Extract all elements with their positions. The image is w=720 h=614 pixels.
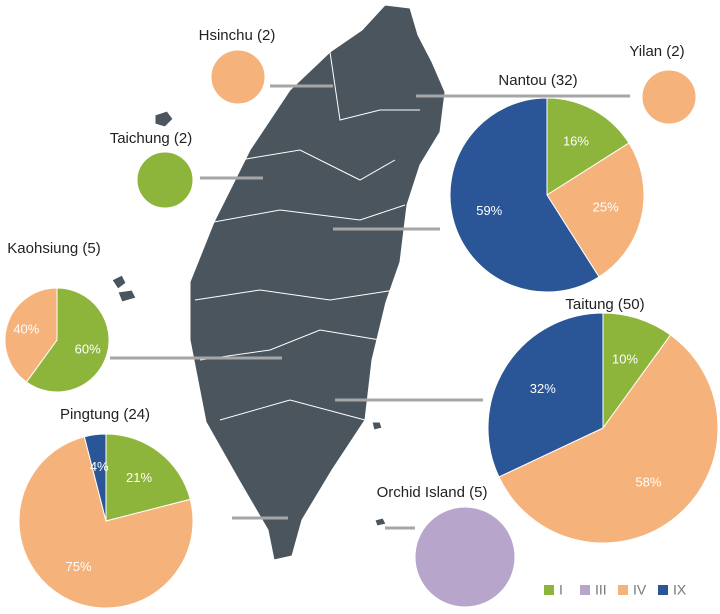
- value-label: 60%: [75, 341, 101, 356]
- pie-slice: [498, 334, 719, 544]
- pie-slice: [546, 142, 645, 278]
- value-label: 58%: [635, 474, 661, 489]
- legend-swatch: [544, 585, 554, 595]
- legend-label: I: [559, 582, 563, 598]
- legend-label: IX: [673, 582, 687, 598]
- pie-slice: [487, 312, 604, 478]
- pie-title: Pingtung (24): [60, 406, 150, 423]
- pie-slice: [4, 287, 58, 383]
- value-label: 32%: [530, 381, 556, 396]
- pie-title: Hsinchu (2): [199, 27, 276, 44]
- legend-swatch: [618, 585, 628, 595]
- pie-slice: [83, 433, 107, 522]
- legend-swatch: [580, 585, 590, 595]
- pie-title: Nantou (32): [498, 72, 577, 89]
- taiwan-map: [111, 4, 446, 561]
- pie-title: Orchid Island (5): [377, 484, 488, 501]
- pie-slice: [25, 287, 110, 393]
- pie-slice: [105, 433, 191, 522]
- legend-label: III: [595, 582, 607, 598]
- pie-slice: [546, 97, 630, 196]
- pie-title: Yilan (2): [629, 43, 684, 60]
- value-label: 10%: [612, 352, 638, 367]
- value-label: 21%: [126, 470, 152, 485]
- pie-slice: [449, 97, 600, 293]
- pie-slice: [641, 69, 697, 125]
- pie-slice: [414, 506, 516, 608]
- legend-swatch: [658, 585, 668, 595]
- value-label: 16%: [563, 134, 589, 149]
- value-label: 4%: [90, 459, 109, 474]
- pie-slice: [210, 49, 266, 105]
- leader-lines: [110, 84, 630, 530]
- value-label: 75%: [66, 559, 92, 574]
- pie-slice: [18, 436, 194, 609]
- pie-slice: [136, 151, 194, 209]
- value-label: 59%: [476, 203, 502, 218]
- pie-slice: [602, 312, 672, 430]
- legend-label: IV: [633, 582, 647, 598]
- pie-title: Taichung (2): [110, 130, 193, 147]
- pie-title: Taitung (50): [565, 296, 644, 313]
- pie-title: Kaohsiung (5): [7, 240, 100, 257]
- value-label: 40%: [13, 321, 39, 336]
- value-label: 25%: [593, 200, 619, 215]
